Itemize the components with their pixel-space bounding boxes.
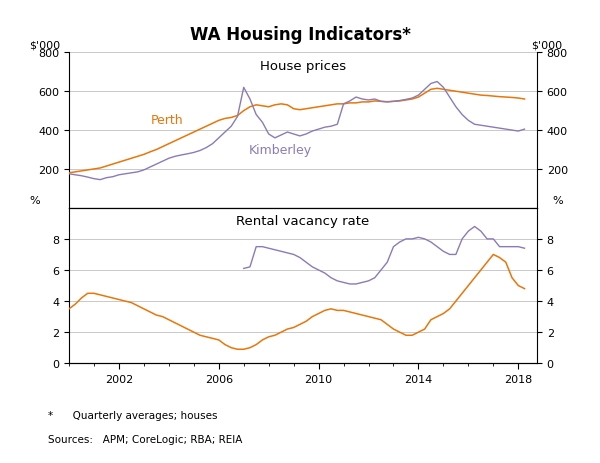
Text: *      Quarterly averages; houses: * Quarterly averages; houses [48,410,218,420]
Text: $'000: $'000 [29,40,61,50]
Text: Sources:   APM; CoreLogic; RBA; REIA: Sources: APM; CoreLogic; RBA; REIA [48,434,242,444]
Text: House prices: House prices [260,59,346,72]
Text: WA Housing Indicators*: WA Housing Indicators* [190,25,410,44]
Text: Kimberley: Kimberley [249,143,313,156]
Text: $'000: $'000 [532,40,563,50]
Text: Perth: Perth [151,114,184,127]
Text: Rental vacancy rate: Rental vacancy rate [236,214,370,227]
Text: %: % [29,195,40,205]
Text: %: % [552,195,563,205]
